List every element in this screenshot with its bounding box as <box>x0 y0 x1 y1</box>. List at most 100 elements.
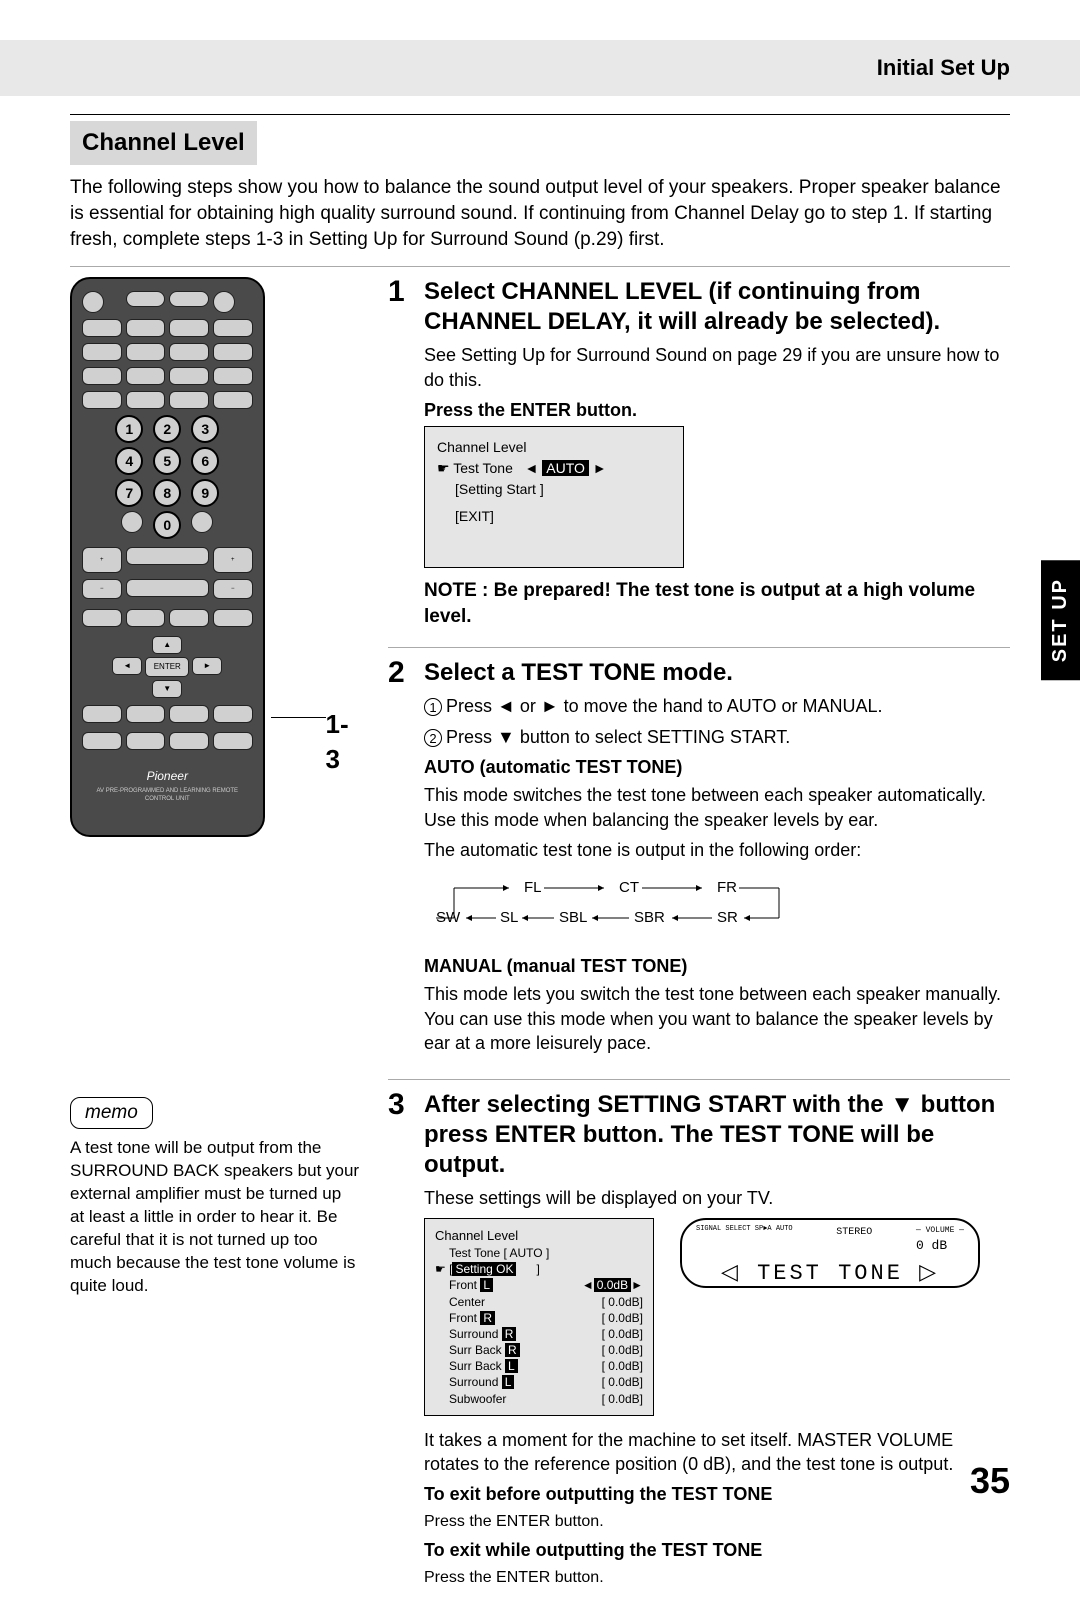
osd-line: Test Tone [ AUTO ] <box>435 1245 643 1261</box>
dpad-down: ▼ <box>152 680 182 698</box>
num-btn-7: 7 <box>115 479 143 507</box>
note: NOTE : Be prepared! The test tone is out… <box>424 578 1010 629</box>
lcd-display: SIGNAL SELECT SP►A AUTO STEREO — VOLUME … <box>680 1218 980 1288</box>
step-number: 2 <box>388 658 414 1061</box>
remote-btn <box>169 291 209 307</box>
step-text: See Setting Up for Surround Sound on pag… <box>424 343 1010 392</box>
substep: 1Press ◄ or ► to move the hand to AUTO o… <box>424 694 1010 718</box>
num-label: 9 <box>201 484 209 503</box>
remote-btn: − <box>82 579 122 599</box>
memo-block: memo A test tone will be output from the… <box>70 1097 360 1297</box>
chain-diagram: FL CT FR SR SBR SBL SL SW <box>424 868 804 940</box>
osd-level-row: Surr Back R[ 0.0dB] <box>435 1342 643 1358</box>
num-btn-8: 8 <box>153 479 181 507</box>
manual-text: This mode lets you switch the test tone … <box>424 982 1010 1055</box>
remote-btn <box>82 609 122 627</box>
osd-line: [EXIT] <box>437 506 671 527</box>
lcd-volume-label: VOLUME <box>926 1226 955 1235</box>
remote-btn <box>213 705 253 723</box>
lcd-volume-value: 0 dB <box>916 1238 947 1253</box>
remote-btn <box>213 391 253 409</box>
manual-title: MANUAL (manual TEST TONE) <box>424 954 1010 978</box>
osd-value: AUTO <box>542 460 589 476</box>
num-btn-2: 2 <box>153 415 181 443</box>
remote-btn <box>82 319 122 337</box>
remote-btn <box>169 367 209 385</box>
remote-btn <box>169 319 209 337</box>
num-btn-0: 0 <box>153 511 181 539</box>
remote-btn <box>213 609 253 627</box>
remote-btn <box>213 367 253 385</box>
remote-btn <box>126 319 166 337</box>
dpad-left: ◄ <box>112 657 142 675</box>
speaker-icon: ◁ <box>721 1257 741 1287</box>
remote-body: 1 2 3 4 5 6 7 8 9 0 <box>70 277 265 837</box>
auto-text: This mode switches the test tone between… <box>424 783 1010 832</box>
remote-btn <box>126 367 166 385</box>
osd-level-row: Front L◄0.0dB► <box>435 1277 643 1293</box>
remote-btn <box>169 343 209 361</box>
remote-btn <box>213 319 253 337</box>
num-btn-5: 5 <box>153 447 181 475</box>
remote-btn <box>126 705 166 723</box>
remote-btn <box>213 343 253 361</box>
intro-paragraph: The following steps show you how to bala… <box>70 175 1010 252</box>
chain-node: SL <box>500 909 518 926</box>
remote-figure: 1 2 3 4 5 6 7 8 9 0 <box>70 277 360 837</box>
pointer-line <box>271 717 326 718</box>
remote-btn: − <box>213 579 253 599</box>
remote-btn <box>126 343 166 361</box>
step-number: 3 <box>388 1090 414 1594</box>
osd-level-row: Surr Back L[ 0.0dB] <box>435 1358 643 1374</box>
lcd-main-text: TEST TONE <box>757 1261 903 1286</box>
remote-btn <box>126 391 166 409</box>
after-figs: It takes a moment for the machine to set… <box>424 1428 1010 1477</box>
osd-level-row: Subwoofer[ 0.0dB] <box>435 1391 643 1407</box>
remote-btn: + <box>82 547 122 573</box>
remote-btn <box>191 511 213 533</box>
num-btn-6: 6 <box>191 447 219 475</box>
remote-btn <box>82 367 122 385</box>
remote-btn <box>169 705 209 723</box>
page-number: 35 <box>970 1457 1010 1506</box>
exit-before-title: To exit before outputting the TEST TONE <box>424 1482 1010 1506</box>
header-title: Initial Set Up <box>877 53 1010 83</box>
num-label: 4 <box>125 452 133 471</box>
chain-node: SBR <box>634 909 665 926</box>
num-btn-3: 3 <box>191 415 219 443</box>
osd-level-row: Surround R[ 0.0dB] <box>435 1326 643 1342</box>
chain-node: SR <box>717 909 738 926</box>
enter-label: ENTER <box>154 662 181 673</box>
remote-sub: AV PRE-PROGRAMMED AND LEARNING REMOTE CO… <box>82 787 253 803</box>
remote-btn <box>126 609 166 627</box>
exit-before-action: Press the ENTER button. <box>424 1511 1010 1533</box>
chain-node: FL <box>524 879 542 896</box>
osd-line: Test Tone ◄ AUTO ► <box>437 458 671 479</box>
num-label: 3 <box>201 420 209 439</box>
substep-text: Press ◄ or ► to move the hand to AUTO or… <box>446 696 882 716</box>
memo-text: A test tone will be output from the SURR… <box>70 1137 360 1298</box>
num-label: 7 <box>125 484 133 503</box>
substep: 2Press ▼ button to select SETTING START. <box>424 725 1010 749</box>
chain-node: FR <box>717 879 737 896</box>
remote-btn <box>82 343 122 361</box>
press-enter: Press the ENTER button. <box>424 398 1010 422</box>
osd-value: Setting OK <box>452 1262 516 1276</box>
remote-btn <box>121 511 143 533</box>
remote-btn <box>126 547 209 565</box>
num-label: 5 <box>163 452 171 471</box>
remote-btn <box>82 291 104 313</box>
osd-box-2: Channel Level Test Tone [ AUTO ] ☛ [Sett… <box>424 1218 654 1415</box>
osd-label: Test Tone <box>453 460 513 476</box>
num-btn-9: 9 <box>191 479 219 507</box>
step-2: 2 Select a TEST TONE mode. 1Press ◄ or ►… <box>388 658 1010 1061</box>
lcd-flags: SIGNAL SELECT SP►A AUTO <box>696 1226 793 1254</box>
section-title: Channel Level <box>70 121 257 165</box>
osd-box-1: Channel Level Test Tone ◄ AUTO ► [Settin… <box>424 426 684 568</box>
lcd-stereo: STEREO <box>836 1226 872 1254</box>
dpad: ▲ ◄ ENTER ► ▼ <box>82 609 253 756</box>
num-label: 0 <box>163 516 171 535</box>
remote-brand: Pioneer <box>82 768 253 784</box>
substep-text: Press ▼ button to select SETTING START. <box>446 727 790 747</box>
step-title: Select CHANNEL LEVEL (if continuing from… <box>424 277 1010 337</box>
